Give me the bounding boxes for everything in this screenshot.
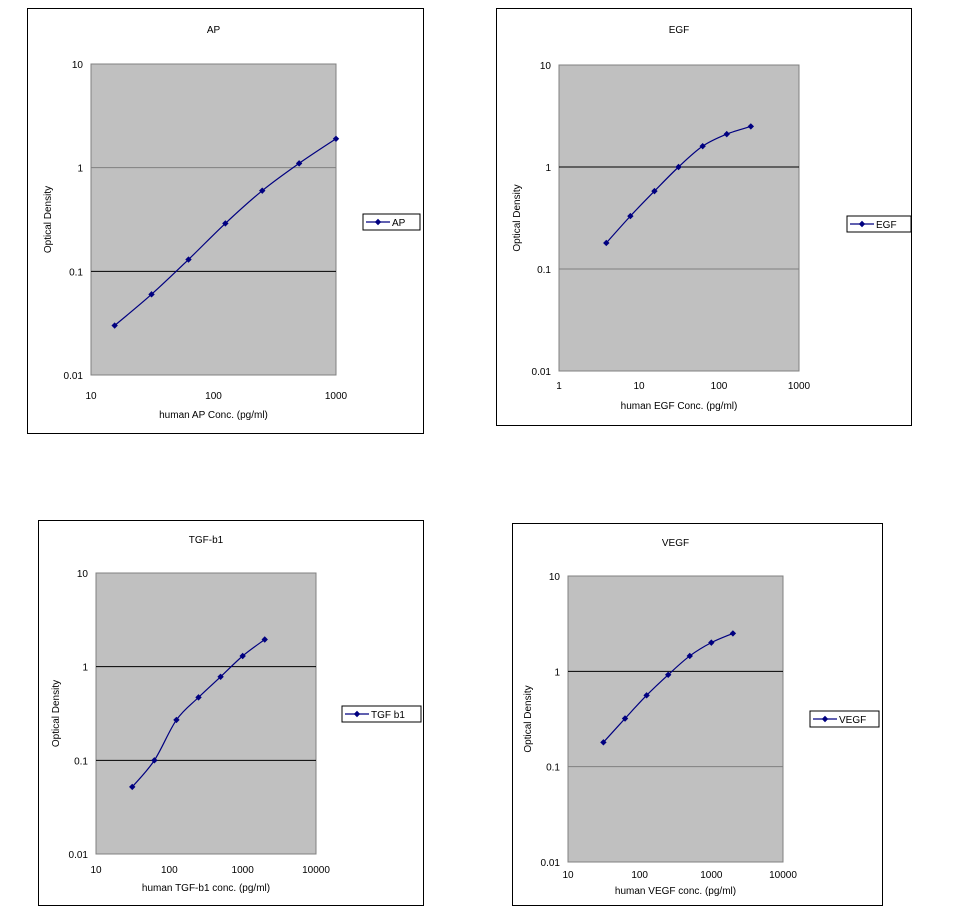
y-tick-label: 0.1 (546, 763, 560, 774)
chart-title: TGF-b1 (189, 535, 224, 546)
data-point-marker (222, 220, 229, 227)
y-tick-label: 1 (554, 667, 560, 678)
legend: AP (362, 213, 421, 231)
legend-label: AP (392, 218, 406, 229)
data-point-marker (600, 739, 607, 746)
x-tick-label: 1000 (232, 865, 255, 876)
y-axis-label: Optical Density (51, 680, 62, 747)
chart-tgf-b1-frame: 0.01 0.1 1 10 10 100 1000 10000 TGF-b1 human TGF-… (38, 520, 424, 906)
y-axis-label: Optical Density (43, 186, 54, 253)
data-point-marker (686, 652, 693, 660)
x-axis-label: human AP Conc. (pg/ml) (159, 410, 268, 421)
x-axis-label: human EGF Conc. (pg/ml) (621, 401, 738, 412)
chart-title: VEGF (662, 538, 689, 549)
legend-box (846, 215, 912, 233)
data-point-marker (332, 135, 340, 142)
y-axis-label: Optical Density (512, 184, 523, 251)
y-tick-label: 1 (82, 663, 88, 674)
legend-marker-icon (374, 218, 382, 226)
y-tick-label: 0.01 (532, 367, 552, 378)
x-axis-label: human TGF-b1 conc. (pg/ml) (142, 883, 270, 894)
y-axis-label: Optical Density (523, 685, 534, 752)
data-point-marker (675, 163, 682, 171)
x-tick-label: 10000 (302, 865, 330, 876)
data-point-marker (603, 239, 610, 247)
data-point-marker (295, 160, 303, 167)
y-tick-label: 1 (77, 164, 83, 175)
x-tick-label: 10 (85, 391, 97, 402)
legend-marker-icon (821, 715, 829, 723)
x-tick-label: 1000 (788, 381, 811, 392)
chart-tgf-b1: 0.01 0.1 1 10 10 100 1000 10000 TGF-b1 human TGF-… (51, 535, 422, 894)
x-tick-label: 10 (633, 381, 645, 392)
x-tick-label: 10 (562, 870, 574, 881)
legend: VEGF (809, 710, 880, 728)
x-axis-label: human VEGF conc. (pg/ml) (615, 886, 736, 897)
y-tick-label: 0.1 (69, 267, 83, 278)
y-tick-label: 10 (549, 572, 561, 583)
x-tick-label: 100 (711, 381, 728, 392)
data-point-marker (708, 639, 715, 646)
y-tick-label: 0.01 (64, 371, 84, 382)
plot-area (90, 63, 337, 376)
x-tick-label: 10000 (769, 870, 797, 881)
legend: EGF (846, 215, 912, 233)
data-point-marker (747, 123, 755, 130)
chart-vegf-frame: 0.01 0.1 1 10 10 100 1000 10000 VEGF human VEGF c… (512, 523, 883, 906)
y-tick-label: 1 (545, 163, 551, 174)
legend-label: VEGF (839, 715, 866, 726)
x-tick-label: 1000 (700, 870, 723, 881)
y-tick-label: 0.01 (69, 850, 89, 861)
chart-egf: 0.01 0.1 1 10 1 10 100 1000 EGF human EGF Conc. (… (512, 25, 912, 412)
data-point-marker (148, 291, 155, 298)
chart-ap-frame: 0.01 0.1 1 10 10 100 1000 AP human AP Conc. (pg/… (27, 8, 424, 434)
y-tick-label: 10 (540, 61, 552, 72)
y-tick-label: 0.01 (541, 858, 561, 869)
legend-label: TGF b1 (371, 710, 405, 721)
legend-marker-icon (353, 710, 361, 718)
data-point-marker (129, 783, 136, 791)
x-tick-label: 100 (205, 391, 222, 402)
data-point-marker (651, 187, 658, 195)
x-tick-label: 100 (161, 865, 178, 876)
y-tick-label: 0.1 (74, 756, 88, 767)
data-point-marker (723, 130, 730, 138)
data-point-marker (111, 322, 118, 329)
plot-area (558, 64, 800, 372)
data-point-marker (621, 715, 629, 722)
chart-egf-frame: 0.01 0.1 1 10 1 10 100 1000 EGF human EGF Conc. (… (496, 8, 912, 426)
x-tick-label: 100 (631, 870, 648, 881)
data-point-marker (699, 142, 706, 150)
x-tick-label: 1000 (325, 391, 348, 402)
legend: TGF b1 (341, 705, 422, 723)
x-tick-label: 10 (90, 865, 102, 876)
data-point-marker (217, 673, 224, 680)
legend-box (362, 213, 421, 231)
chart-title: AP (207, 25, 221, 36)
data-point-marker (261, 636, 268, 643)
legend-label: EGF (876, 220, 897, 231)
legend-box (341, 705, 422, 723)
chart-vegf: 0.01 0.1 1 10 10 100 1000 10000 VEGF human VEGF c… (523, 538, 880, 897)
y-tick-label: 0.1 (537, 265, 551, 276)
plot-area (567, 575, 784, 863)
x-tick-label: 1 (556, 381, 562, 392)
y-tick-label: 10 (77, 569, 89, 580)
chart-ap: 0.01 0.1 1 10 10 100 1000 AP human AP Conc. (pg/… (43, 25, 421, 421)
legend-marker-icon (858, 220, 866, 228)
plot-area (95, 572, 317, 855)
legend-box (809, 710, 880, 728)
chart-title: EGF (669, 25, 690, 36)
y-tick-label: 10 (72, 60, 84, 71)
